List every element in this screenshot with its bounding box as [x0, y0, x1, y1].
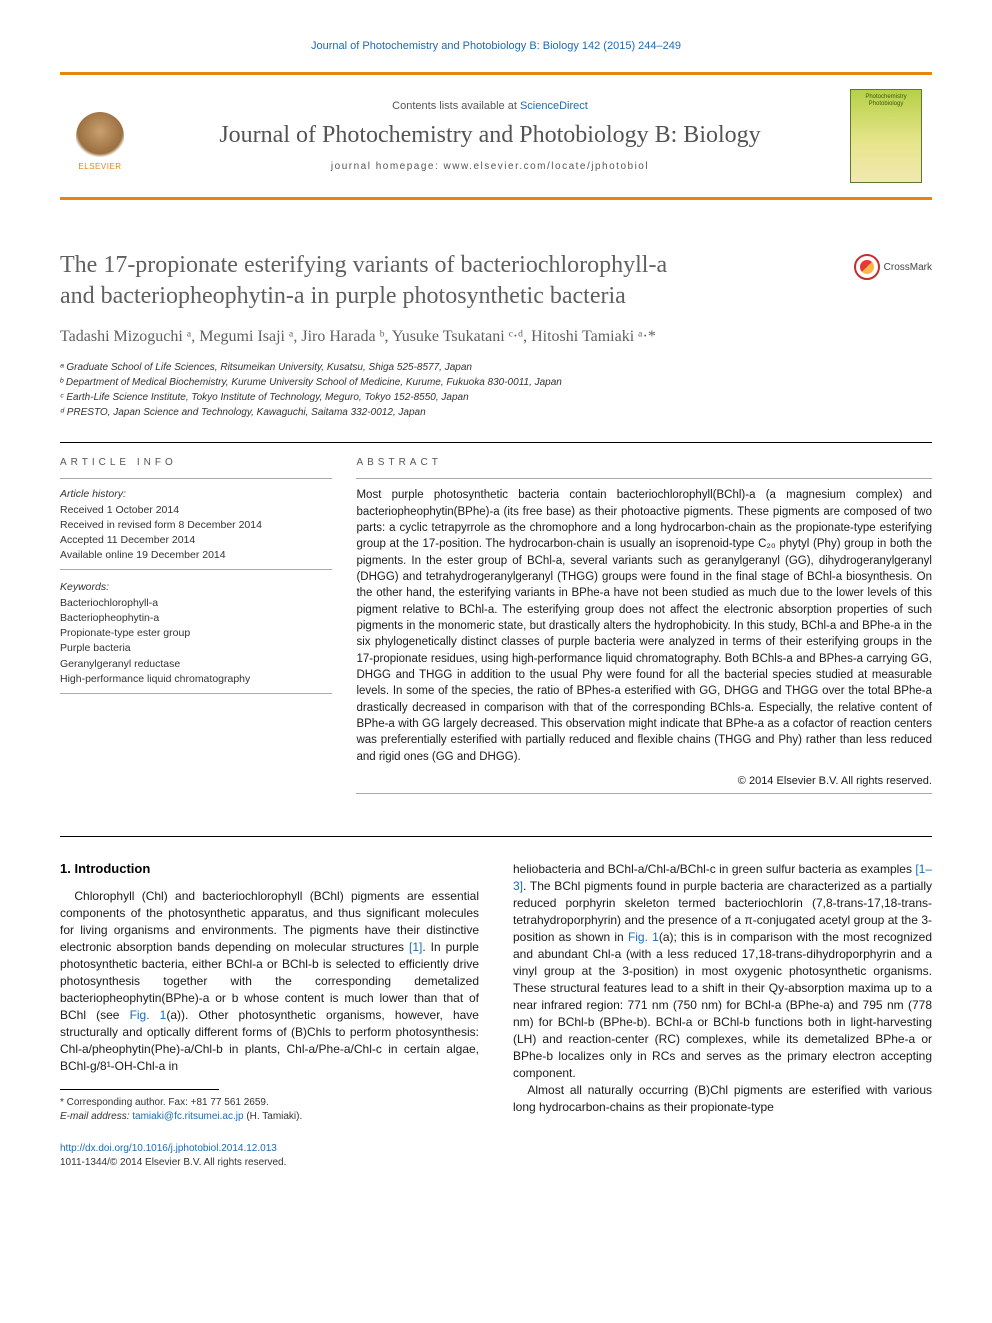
email-label: E-mail address:: [60, 1111, 132, 1122]
history-label: Article history:: [60, 487, 332, 502]
elsevier-tree-icon: [76, 112, 124, 160]
journal-name: Journal of Photochemistry and Photobiolo…: [145, 122, 835, 149]
intro-head: 1. Introduction: [60, 861, 479, 876]
abstract-bottom-divider: [356, 793, 932, 794]
contents-prefix: Contents lists available at: [392, 100, 520, 112]
history-revised: Received in revised form 8 December 2014: [60, 518, 332, 533]
corresponding-author: * Corresponding author. Fax: +81 77 561 …: [60, 1096, 479, 1124]
title-line1: The 17-propionate esterifying variants o…: [60, 252, 667, 278]
title-line2: and bacteriopheophytin-a in purple photo…: [60, 283, 626, 309]
sciencedirect-link[interactable]: ScienceDirect: [520, 100, 588, 112]
affiliation-d: ᵈ PRESTO, Japan Science and Technology, …: [60, 405, 932, 420]
email-suffix: (H. Tamiaki).: [244, 1111, 303, 1122]
authors-line: Tadashi Mizoguchi ᵃ, Megumi Isaji ᵃ, Jir…: [60, 328, 932, 346]
crossmark-icon: [854, 254, 880, 280]
article-title: The 17-propionate esterifying variants o…: [60, 250, 854, 312]
abstract-copyright: © 2014 Elsevier B.V. All rights reserved…: [356, 775, 932, 787]
ref-link[interactable]: [1]: [409, 940, 422, 954]
crossmark-label: CrossMark: [884, 262, 932, 273]
corr-line: * Corresponding author. Fax: +81 77 561 …: [60, 1096, 479, 1110]
contents-line: Contents lists available at ScienceDirec…: [145, 100, 835, 112]
elsevier-label: ELSEVIER: [78, 162, 121, 171]
info-divider: [60, 693, 332, 694]
fig-link[interactable]: Fig. 1: [628, 930, 659, 944]
crossmark-widget[interactable]: CrossMark: [854, 254, 932, 280]
citation-header: Journal of Photochemistry and Photobiolo…: [60, 40, 932, 52]
keyword-item: Bacteriopheophytin-a: [60, 611, 332, 626]
homepage-prefix: journal homepage:: [331, 161, 444, 172]
affiliation-a: ᵃ Graduate School of Life Sciences, Rits…: [60, 360, 932, 375]
footnote-separator: [60, 1089, 219, 1090]
history-received: Received 1 October 2014: [60, 503, 332, 518]
cover-line2: Photobiology: [869, 101, 904, 108]
keyword-item: Purple bacteria: [60, 641, 332, 656]
intro-p2: Almost all naturally occurring (B)Chl pi…: [513, 1082, 932, 1116]
keyword-item: High-performance liquid chromatography: [60, 672, 332, 687]
elsevier-logo: ELSEVIER: [70, 101, 130, 171]
cover-line1: Photochemistry: [865, 94, 906, 101]
abstract-top-divider: [356, 478, 932, 479]
abstract-text: Most purple photosynthetic bacteria cont…: [356, 487, 932, 765]
homepage-url[interactable]: www.elsevier.com/locate/jphotobiol: [444, 161, 650, 172]
affiliation-c: ᶜ Earth-Life Science Institute, Tokyo In…: [60, 390, 932, 405]
keywords-label: Keywords:: [60, 580, 332, 595]
journal-header: ELSEVIER Contents lists available at Sci…: [60, 72, 932, 200]
article-info-head: ARTICLE INFO: [60, 457, 332, 468]
section-divider: [60, 836, 932, 837]
fig-link[interactable]: Fig. 1: [130, 1008, 167, 1022]
keyword-item: Geranylgeranyl reductase: [60, 657, 332, 672]
affiliation-b: ᵇ Department of Medical Biochemistry, Ku…: [60, 375, 932, 390]
intro-text: (a); this is in comparison with the most…: [513, 930, 932, 1080]
info-divider: [60, 478, 332, 479]
info-divider: [60, 569, 332, 570]
keyword-item: Propionate-type ester group: [60, 626, 332, 641]
keyword-item: Bacteriochlorophyll-a: [60, 596, 332, 611]
issn-line: 1011-1344/© 2014 Elsevier B.V. All right…: [60, 1156, 479, 1170]
doi-block: http://dx.doi.org/10.1016/j.jphotobiol.2…: [60, 1142, 479, 1170]
history-online: Available online 19 December 2014: [60, 548, 332, 563]
doi-link[interactable]: http://dx.doi.org/10.1016/j.jphotobiol.2…: [60, 1142, 479, 1156]
intro-text: heliobacteria and BChl-a/Chl-a/BChl-c in…: [513, 862, 915, 876]
intro-col2: heliobacteria and BChl-a/Chl-a/BChl-c in…: [513, 861, 932, 1116]
email-link[interactable]: tamiaki@fc.ritsumei.ac.jp: [132, 1111, 243, 1122]
history-accepted: Accepted 11 December 2014: [60, 533, 332, 548]
intro-col1: Chlorophyll (Chl) and bacteriochlorophyl…: [60, 888, 479, 1075]
affiliations: ᵃ Graduate School of Life Sciences, Rits…: [60, 360, 932, 420]
journal-cover-thumbnail: Photochemistry Photobiology: [850, 89, 922, 183]
abstract-head: ABSTRACT: [356, 457, 932, 468]
homepage-line: journal homepage: www.elsevier.com/locat…: [145, 161, 835, 172]
